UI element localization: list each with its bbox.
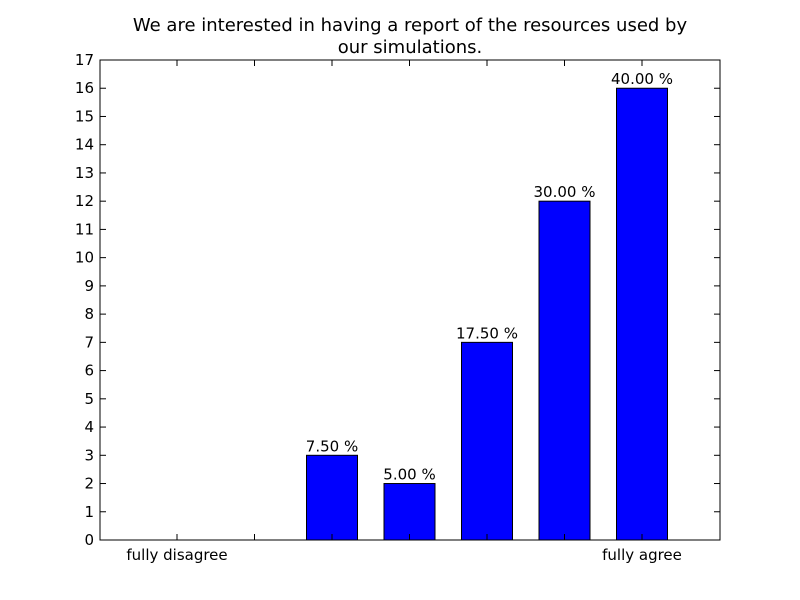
y-tick-label-1: 1 (84, 503, 94, 521)
y-tick-label-4: 4 (84, 418, 94, 436)
y-tick-label-16: 16 (75, 79, 94, 97)
y-tick-label-9: 9 (84, 277, 94, 295)
bar-5 (538, 200, 591, 541)
bar-2 (306, 454, 358, 541)
y-tick-label-12: 12 (75, 192, 94, 210)
bar-value-label-4: 17.50 % (456, 324, 518, 342)
chart-title-line-1: We are interested in having a report of … (133, 15, 688, 36)
y-tick-label-2: 2 (84, 475, 94, 493)
y-tick-label-8: 8 (84, 305, 94, 323)
chart-title-line-2: our simulations. (338, 37, 482, 58)
bar-value-label-5: 30.00 % (534, 183, 596, 201)
y-tick-label-0: 0 (84, 531, 94, 549)
bar-value-label-3: 5.00 % (383, 466, 435, 484)
bar-4 (461, 341, 513, 541)
y-tick-label-7: 7 (84, 333, 94, 351)
y-tick-label-14: 14 (75, 136, 94, 154)
y-tick-label-3: 3 (84, 446, 94, 464)
y-tick-label-17: 17 (75, 51, 94, 69)
bar-value-label-6: 40.00 % (611, 70, 673, 88)
y-tick-label-13: 13 (75, 164, 94, 182)
y-tick-label-11: 11 (75, 220, 94, 238)
y-tick-label-5: 5 (84, 390, 94, 408)
y-tick-label-6: 6 (84, 362, 94, 380)
y-tick-label-15: 15 (75, 107, 94, 125)
plot-area: 7.50 %5.00 %17.50 %30.00 %40.00 %0123456… (75, 51, 721, 549)
x-tick-label-fully-disagree: fully disagree (126, 546, 227, 564)
bar-6 (616, 87, 668, 541)
y-tick-label-10: 10 (75, 249, 94, 267)
bar-3 (383, 483, 436, 541)
x-tick-label-fully-agree: fully agree (602, 546, 682, 564)
bar-value-label-2: 7.50 % (306, 437, 358, 455)
